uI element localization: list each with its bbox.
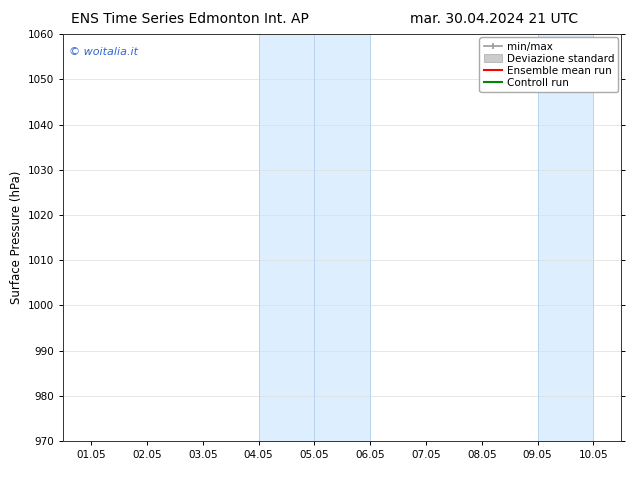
Text: ENS Time Series Edmonton Int. AP: ENS Time Series Edmonton Int. AP bbox=[71, 12, 309, 26]
Text: mar. 30.04.2024 21 UTC: mar. 30.04.2024 21 UTC bbox=[410, 12, 579, 26]
Y-axis label: Surface Pressure (hPa): Surface Pressure (hPa) bbox=[10, 171, 23, 304]
Text: © woitalia.it: © woitalia.it bbox=[69, 47, 138, 56]
Bar bbox=[259, 34, 370, 441]
Bar bbox=[538, 34, 593, 441]
Legend: min/max, Deviazione standard, Ensemble mean run, Controll run: min/max, Deviazione standard, Ensemble m… bbox=[479, 37, 618, 92]
